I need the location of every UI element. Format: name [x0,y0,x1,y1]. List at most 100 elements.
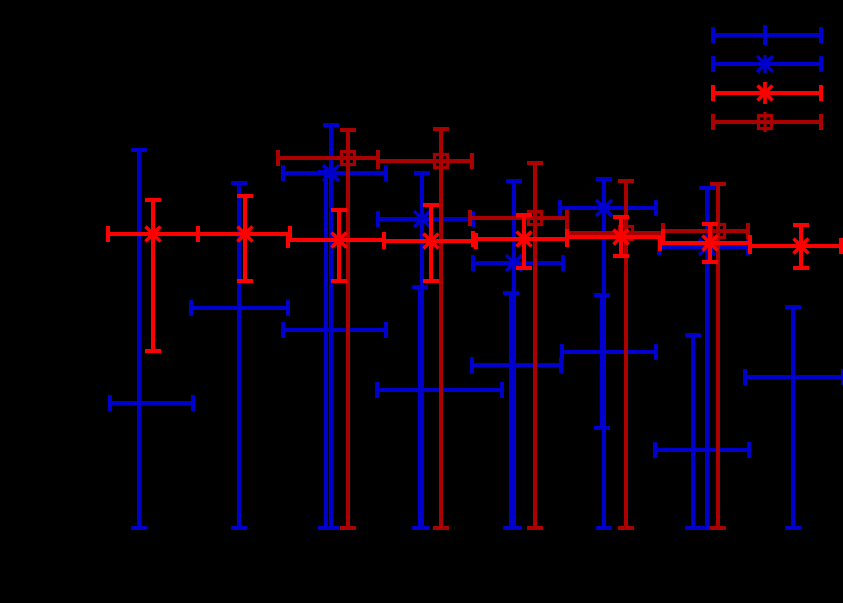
legend-sample-cap-left [711,85,715,101]
horizontal-error-bar [659,245,748,249]
error-bar-cap-right [561,255,565,271]
error-bar-cap-lower [131,526,147,530]
horizontal-error-bar [472,363,561,367]
error-bar-cap-right [839,238,843,254]
vertical-error-bar [791,307,795,528]
horizontal-error-bar [191,306,288,310]
error-bar-cap-left [743,369,747,385]
error-bar-cap-upper [516,213,532,217]
horizontal-error-bar [278,156,378,160]
horizontal-error-bar [660,241,750,245]
error-bar-cap-upper [702,222,718,226]
horizontal-error-bar [663,229,748,233]
error-bar-cap-upper [340,128,356,132]
error-bar-cap-left [286,232,290,248]
error-bar-cap-upper [503,291,519,295]
horizontal-error-bar [384,239,476,243]
error-bar-cap-right [747,442,751,458]
error-bar-cap-lower [423,279,439,283]
legend-entry[interactable] [707,49,825,78]
error-bar-cap-right [286,300,290,316]
error-bar-cap-left [376,211,380,227]
error-bar-cap-upper [596,177,612,181]
horizontal-error-bar [108,232,198,236]
error-bar-cap-right [559,357,563,373]
legend-entry[interactable] [707,20,825,49]
legend-sample-cap-right [819,27,823,43]
error-bar-cap-left [106,226,110,242]
horizontal-error-bar [473,261,563,265]
error-bar-cap-lower [340,526,356,530]
legend-sample-line [711,120,819,124]
legend-sample-line [711,91,819,95]
error-bar-cap-left [376,153,380,169]
error-bar-cap-right [500,382,504,398]
vertical-error-bar [439,129,443,528]
error-bar-cap-left [653,442,657,458]
error-bar-cap-right [474,233,478,249]
vertical-error-bar [324,172,328,528]
legend-sample-cap-right [819,85,823,101]
error-bar-cap-upper [710,182,726,186]
horizontal-error-bar [283,328,386,332]
error-bar-cap-left [468,210,472,226]
error-bar-cap-right [746,223,750,239]
error-bar-cap-right [191,395,195,411]
error-bar-cap-right [288,226,292,242]
error-bar-cap-lower [618,526,634,530]
vertical-error-bar [329,125,333,528]
vertical-error-bar [705,188,709,528]
error-bar-cap-right [661,229,665,245]
error-bar-cap-upper [323,123,339,127]
horizontal-error-bar [655,448,749,452]
error-bar-cap-upper [618,179,634,183]
error-bar-cap-left [558,200,562,216]
legend-sample-cap-right [819,56,823,72]
horizontal-error-bar [198,232,290,236]
horizontal-error-bar [560,206,656,210]
error-bar-cap-upper [685,333,701,337]
error-bar-cap-lower [527,526,543,530]
error-bar-cap-left [748,238,752,254]
error-bar-cap-upper [785,305,801,309]
error-bar-cap-lower [613,254,629,258]
horizontal-error-bar [562,350,656,354]
vertical-error-bar [346,130,350,528]
vertical-error-bar [337,210,341,281]
error-bar-cap-right [384,322,388,338]
error-bar-cap-right [654,200,658,216]
error-bar-cap-right [470,153,474,169]
legend-entry[interactable] [707,107,825,136]
vertical-error-bar [533,163,537,528]
error-bar-cap-upper [414,171,430,175]
error-bar-cap-upper [506,179,522,183]
horizontal-error-bar [470,216,567,220]
error-bar-cap-left [276,150,280,166]
error-bar-cap-left [658,235,662,251]
error-bar-cap-lower [506,526,522,530]
vertical-error-bar [237,183,241,528]
error-bar-cap-lower [237,279,253,283]
legend-sample-line [711,62,819,66]
vertical-error-bar [716,184,720,528]
error-bar-cap-left [470,357,474,373]
horizontal-error-bar [745,375,843,379]
error-bar-cap-lower [793,266,809,270]
error-bar-cap-upper [433,127,449,131]
error-bar-cap-upper [145,198,161,202]
legend-entry[interactable] [707,78,825,107]
error-bar-cap-left [281,322,285,338]
error-bar-cap-right [654,344,658,360]
vertical-error-bar [243,196,247,281]
vertical-error-bar [509,293,513,528]
error-bar-cap-left [281,165,285,181]
vertical-error-bar [602,179,606,528]
error-bar-cap-lower [331,279,347,283]
horizontal-error-bar [288,238,384,242]
error-bar-cap-lower [685,526,701,530]
error-bar-cap-left [565,229,569,245]
error-bar-cap-lower [702,260,718,264]
error-bar-cap-left [108,395,112,411]
error-bar-cap-right [841,369,843,385]
